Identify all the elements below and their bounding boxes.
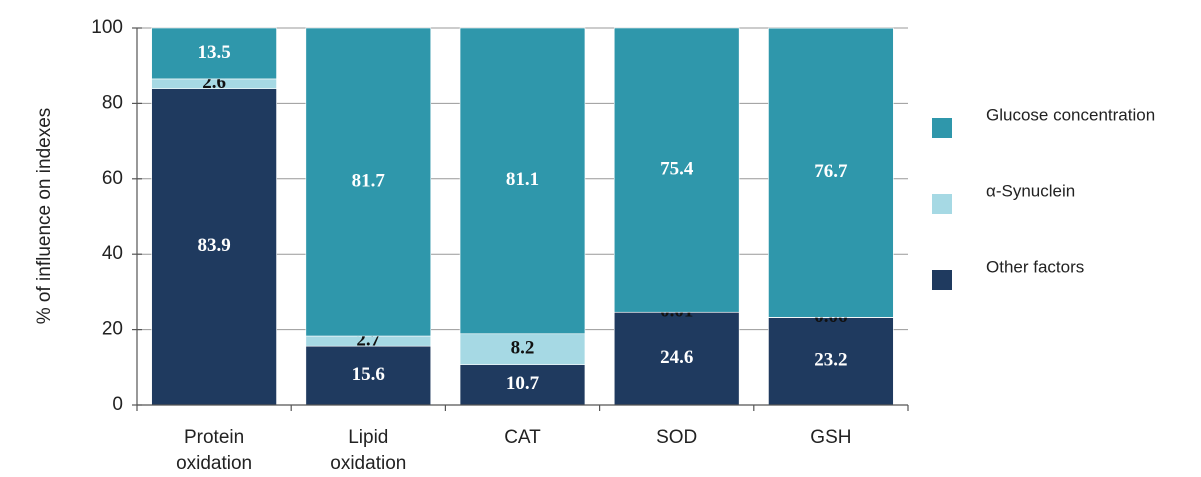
bar-segment (768, 317, 894, 406)
legend-swatch (932, 118, 952, 138)
x-tick-label: SOD (656, 427, 697, 448)
bar-segment (613, 311, 740, 406)
y-tick-label: 80 (102, 92, 123, 113)
legend-label: α-Synuclein (986, 181, 1075, 200)
y-tick-label: 20 (102, 319, 123, 340)
bar-segment (151, 27, 277, 80)
value-label: 81.7 (352, 170, 386, 191)
legend-swatch (932, 270, 952, 290)
x-tick-label: CAT (504, 427, 541, 448)
x-tick-label: Lipid oxidation (330, 427, 406, 474)
value-label: 15.6 (352, 364, 385, 385)
value-label: 81.1 (506, 169, 539, 190)
y-tick-label: 0 (112, 394, 123, 415)
x-tick-label: GSH (810, 427, 851, 448)
value-label: 13.5 (197, 42, 230, 63)
y-tick-label: 60 (102, 168, 123, 189)
legend-label: Glucose concentration (986, 105, 1155, 124)
value-label: 75.4 (660, 158, 694, 179)
bar-segment (459, 333, 586, 365)
y-tick-label: 100 (91, 17, 123, 38)
legend-label: Other factors (986, 257, 1084, 276)
bar-segment (459, 27, 586, 335)
value-label: 23.2 (814, 350, 847, 371)
bar-segment (768, 27, 894, 318)
y-tick-label: 40 (102, 243, 123, 264)
bar-segment (305, 345, 432, 406)
value-label: 83.9 (197, 235, 230, 256)
value-label: 10.7 (506, 373, 540, 394)
bar-segment (305, 27, 432, 337)
bar-segment (459, 364, 586, 406)
legend-swatch (932, 194, 952, 214)
value-label: 24.6 (660, 347, 693, 368)
value-label: 76.7 (814, 161, 848, 182)
x-tick-label: Protein oxidation (176, 427, 252, 474)
value-label: 8.2 (511, 338, 535, 359)
bar-segment (613, 27, 740, 313)
bar-segment (151, 88, 277, 406)
y-axis-label: % of influence on indexes (34, 108, 55, 325)
